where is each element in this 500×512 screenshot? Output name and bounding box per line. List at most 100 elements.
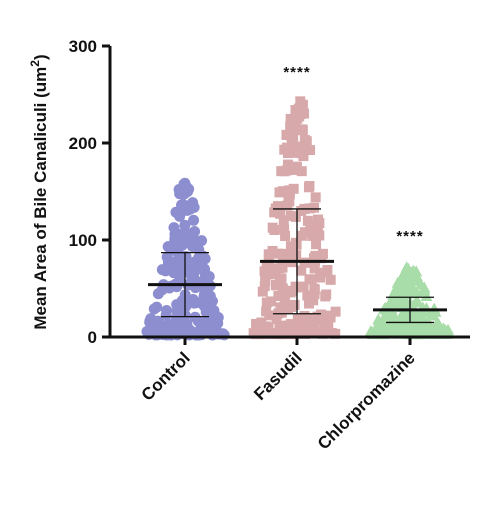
data-point [322, 318, 333, 329]
data-point [365, 327, 378, 339]
data-point [427, 309, 440, 321]
data-point [326, 328, 337, 339]
data-point [299, 108, 310, 119]
data-point [273, 291, 284, 302]
data-point [168, 222, 180, 234]
data-point [400, 326, 413, 338]
data-point [401, 280, 414, 292]
data-point [272, 201, 283, 212]
data-point [309, 263, 320, 274]
data-point [304, 181, 315, 192]
data-point [296, 166, 307, 177]
data-point [275, 208, 286, 219]
data-point [399, 305, 412, 317]
data-point [276, 273, 287, 284]
data-point [398, 296, 411, 308]
data-point [211, 312, 223, 324]
data-point [173, 207, 185, 219]
data-point [287, 128, 298, 139]
data-point [159, 265, 171, 277]
data-point [295, 96, 306, 107]
data-point [205, 326, 217, 338]
data-point [169, 232, 181, 244]
data-point [299, 134, 310, 145]
data-point [311, 239, 322, 250]
data-point [307, 230, 318, 241]
data-point [314, 230, 325, 241]
data-point [193, 244, 205, 256]
data-point [286, 245, 297, 256]
data-point [303, 298, 314, 309]
data-point [280, 231, 291, 242]
data-point [411, 296, 424, 308]
data-point [269, 207, 280, 218]
data-point [316, 251, 327, 262]
y-ticks: 0 100 200 300 [69, 37, 110, 347]
data-point [259, 281, 270, 292]
data-point [188, 297, 200, 309]
error-bars [148, 208, 447, 324]
x-category-label: Fasudil [250, 348, 306, 404]
data-point [294, 326, 305, 337]
data-point [296, 205, 307, 216]
data-point [188, 214, 200, 226]
data-point [281, 165, 292, 176]
significance-label: **** [283, 64, 310, 81]
data-point [260, 269, 271, 280]
data-point [420, 290, 433, 302]
data-point [177, 317, 189, 329]
data-point [278, 215, 289, 226]
data-point [274, 187, 285, 198]
y-tick-label: 300 [69, 37, 97, 56]
data-point [305, 318, 316, 329]
data-point [261, 261, 272, 272]
data-point [430, 317, 443, 329]
data-point [309, 285, 320, 296]
data-point [302, 290, 313, 301]
data-point [299, 320, 310, 331]
data-point [182, 326, 194, 338]
data-point [321, 289, 332, 300]
data-point [267, 222, 278, 233]
data-point [313, 214, 324, 225]
data-point [277, 283, 288, 294]
x-category-label: Chlorpromazine [314, 348, 419, 453]
data-point [290, 211, 301, 222]
data-point [273, 248, 284, 259]
data-point [296, 265, 307, 276]
significance-label: **** [396, 228, 423, 245]
data-point [288, 164, 299, 175]
data-point [417, 311, 430, 323]
data-point [287, 254, 298, 265]
data-point [275, 302, 286, 313]
data-point [200, 306, 212, 318]
data-point [141, 325, 153, 337]
data-point [296, 230, 307, 241]
data-point [177, 189, 189, 201]
data-point [282, 200, 293, 211]
y-tick-label: 200 [69, 134, 97, 153]
significance-labels: **** **** [283, 64, 423, 245]
data-point [266, 296, 277, 307]
data-point [161, 251, 173, 263]
data-point [437, 322, 450, 334]
data-point [200, 283, 212, 295]
data-point [288, 183, 299, 194]
data-point [288, 147, 299, 158]
data-points [141, 96, 455, 341]
data-point [257, 286, 268, 297]
data-point [181, 228, 193, 240]
data-point [171, 245, 183, 257]
data-point [282, 159, 293, 170]
data-point [302, 215, 313, 226]
data-point [290, 105, 301, 116]
data-point [271, 313, 282, 324]
data-point [305, 223, 316, 234]
data-point [277, 328, 288, 339]
data-point [266, 328, 277, 339]
data-point [179, 219, 191, 231]
data-point [203, 271, 215, 283]
data-point [385, 299, 398, 311]
data-point [315, 326, 326, 337]
